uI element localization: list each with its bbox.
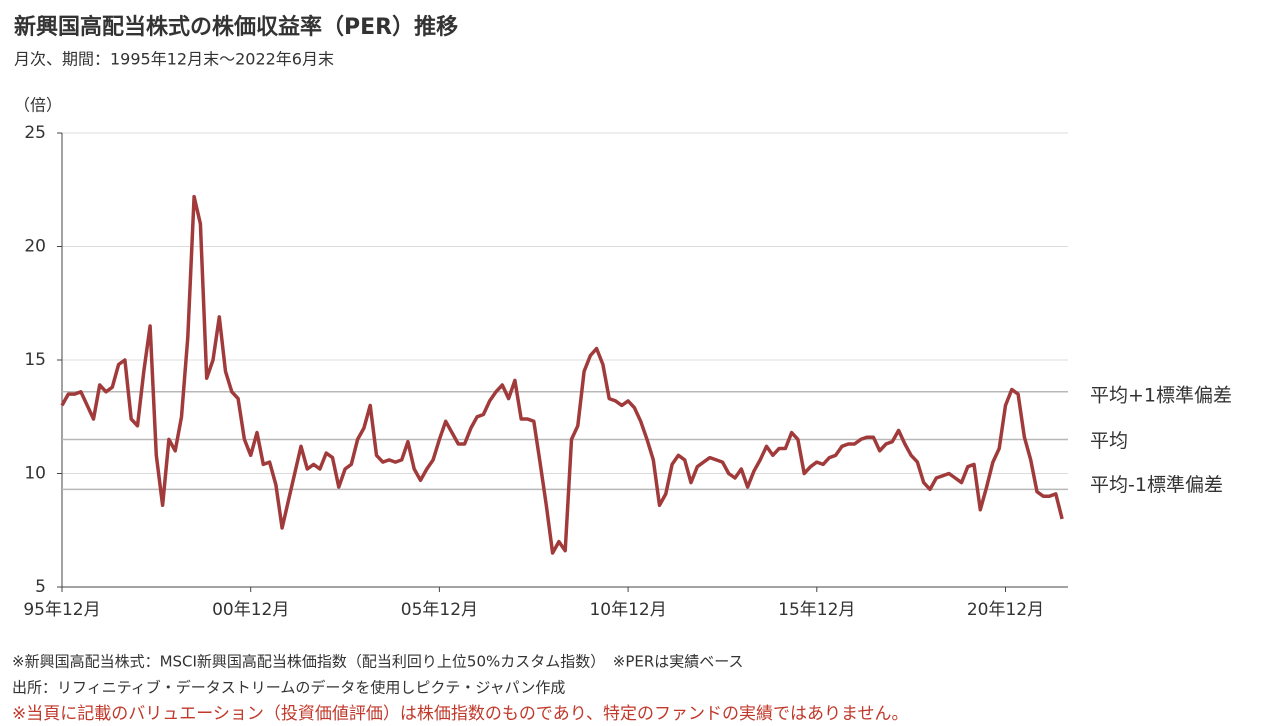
note: ※新興国高配当株式：MSCI新興国高配当株価指数（配当利回り上位50%カスタム指… — [12, 653, 744, 671]
reference-label: 平均-1標準偏差 — [1090, 474, 1223, 496]
reference-label: 平均+1標準偏差 — [1090, 384, 1232, 406]
y-tick-label: 5 — [35, 577, 46, 597]
chart-title: 新興国高配当株式の株価収益率（PER）推移 — [14, 14, 458, 40]
data-line — [60, 194, 1064, 555]
y-tick-label: 25 — [24, 123, 46, 143]
y-tick-label: 10 — [24, 464, 46, 484]
x-tick-label: 10年12月 — [589, 600, 666, 620]
x-tick-label: 95年12月 — [23, 600, 100, 620]
x-tick-label: 00年12月 — [212, 600, 289, 620]
x-tick-label: 15年12月 — [778, 600, 855, 620]
disclaimer: ※当頁に記載のバリュエーション（投資価値評価）は株価指数のものであり、特定のファ… — [12, 704, 909, 724]
note: 出所：リフィニティブ・データストリームのデータを使用しピクテ・ジャパン作成 — [12, 679, 565, 697]
y-axis-label: （倍） — [14, 96, 62, 115]
reference-label: 平均 — [1090, 430, 1128, 452]
x-tick-label: 20年12月 — [967, 600, 1044, 620]
y-tick-label: 20 — [24, 237, 46, 257]
x-tick-label: 05年12月 — [401, 600, 478, 620]
y-tick-label: 15 — [24, 350, 46, 370]
chart-subtitle: 月次、期間：1995年12月末～2022年6月末 — [14, 50, 334, 69]
